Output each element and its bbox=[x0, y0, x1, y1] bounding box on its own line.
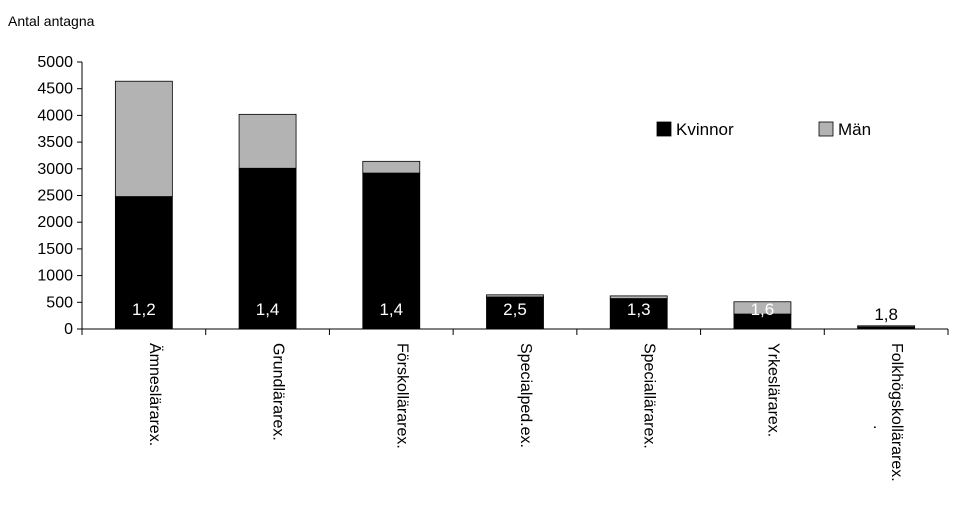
x-category-label: Förskollärarex. bbox=[393, 343, 410, 449]
bar-man bbox=[857, 325, 916, 328]
bar-data-label: 1,3 bbox=[627, 300, 651, 319]
x-category-label: Folkhögskollärarex. bbox=[888, 343, 905, 482]
bar-man bbox=[733, 301, 792, 315]
x-category-label-suffix: . bbox=[870, 425, 887, 429]
y-tick-label: 4000 bbox=[37, 107, 73, 124]
y-tick-label: 3500 bbox=[37, 134, 73, 151]
bar-man bbox=[238, 113, 297, 169]
bar-kvinnor bbox=[486, 296, 544, 330]
bar-kvinnor bbox=[362, 172, 421, 330]
y-tick-label: 3000 bbox=[37, 161, 73, 178]
legend-swatch-man bbox=[818, 121, 834, 137]
bar-data-label: 2,5 bbox=[503, 300, 527, 319]
y-tick-label: 0 bbox=[64, 321, 73, 338]
bar-data-label: 1,2 bbox=[132, 300, 156, 319]
bar-data-label: 1,8 bbox=[874, 305, 898, 324]
bar-man bbox=[362, 160, 421, 174]
bar-man bbox=[609, 295, 668, 299]
y-tick-label: 1000 bbox=[37, 268, 73, 285]
y-tick-label: 4500 bbox=[37, 81, 73, 98]
y-tick-label: 2000 bbox=[37, 214, 73, 231]
x-category-label: Yrkeslärarex. bbox=[764, 343, 781, 437]
bar-man bbox=[486, 294, 544, 298]
legend-label-kvinnor: Kvinnor bbox=[676, 120, 734, 139]
bar-data-label: 1,4 bbox=[256, 300, 280, 319]
bar-data-label: 1,6 bbox=[751, 300, 775, 319]
y-tick-label: 5000 bbox=[37, 54, 73, 71]
x-category-label: Speciallärarex. bbox=[641, 343, 658, 449]
y-axis-title: Antal antagna bbox=[8, 13, 95, 29]
x-category-label: Ämneslärarex. bbox=[146, 343, 164, 446]
bar-kvinnor bbox=[114, 196, 173, 330]
y-tick-label: 1500 bbox=[37, 241, 73, 258]
bar-kvinnor bbox=[238, 167, 297, 330]
legend-label-man: Män bbox=[838, 120, 871, 139]
bar-data-label: 1,4 bbox=[379, 300, 403, 319]
bar-man bbox=[114, 80, 173, 197]
x-category-label: Specialped.ex. bbox=[517, 343, 534, 448]
bar-kvinnor bbox=[609, 298, 668, 330]
y-tick-label: 500 bbox=[46, 294, 73, 311]
x-category-label: Grundlärarex. bbox=[270, 343, 287, 441]
legend-swatch-kvinnor bbox=[656, 121, 672, 137]
y-tick-label: 2500 bbox=[37, 188, 73, 205]
